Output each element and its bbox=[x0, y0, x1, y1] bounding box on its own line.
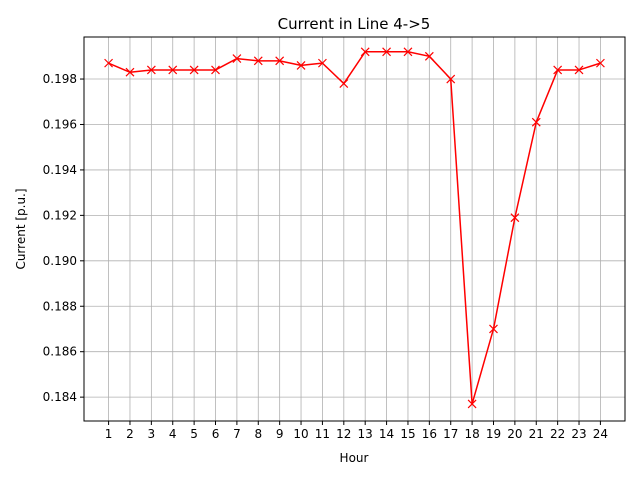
data-point-marker bbox=[125, 67, 135, 77]
x-tick-label: 13 bbox=[358, 427, 373, 441]
data-point-marker bbox=[275, 56, 285, 66]
x-tick-label: 8 bbox=[254, 427, 262, 441]
data-point-marker bbox=[403, 47, 413, 57]
y-tick-label: 0.184 bbox=[43, 390, 77, 404]
series-line bbox=[108, 51, 601, 405]
data-point-marker bbox=[382, 47, 391, 57]
y-tick-label: 0.188 bbox=[43, 299, 77, 313]
data-point-marker bbox=[595, 58, 605, 68]
y-axis: 0.184 0.186 0.188 0.190 0.192 0.194 0.196 0.198 bbox=[43, 72, 84, 404]
data-point-marker bbox=[553, 65, 563, 75]
y-tick-label: 0.198 bbox=[43, 72, 77, 86]
data-point-marker bbox=[424, 51, 434, 61]
x-tick-label: 15 bbox=[400, 427, 415, 441]
y-tick-label: 0.196 bbox=[43, 117, 77, 131]
x-tick-label: 16 bbox=[422, 427, 437, 441]
data-point-marker bbox=[467, 399, 477, 409]
x-tick-label: 12 bbox=[336, 427, 351, 441]
x-tick-label: 22 bbox=[550, 427, 565, 441]
data-point-marker bbox=[531, 117, 541, 127]
x-tick-label: 17 bbox=[443, 427, 458, 441]
y-tick-label: 0.190 bbox=[43, 254, 77, 268]
data-point-marker bbox=[189, 65, 199, 75]
chart-title: Current in Line 4->5 bbox=[278, 15, 431, 33]
data-point-marker bbox=[146, 65, 156, 75]
x-tick-label: 1 bbox=[105, 427, 113, 441]
y-tick-label: 0.186 bbox=[43, 345, 77, 359]
x-tick-label: 18 bbox=[464, 427, 479, 441]
data-point-marker bbox=[296, 60, 306, 70]
y-axis-label: Current [p.u.] bbox=[14, 188, 28, 269]
x-tick-label: 7 bbox=[233, 427, 241, 441]
data-point-marker bbox=[318, 58, 327, 68]
x-tick-label: 6 bbox=[212, 427, 220, 441]
data-point-marker bbox=[211, 65, 220, 75]
x-tick-label: 19 bbox=[486, 427, 501, 441]
data-point-marker bbox=[446, 74, 456, 84]
data-point-marker bbox=[232, 54, 242, 64]
x-tick-label: 14 bbox=[379, 427, 394, 441]
x-axis-label: Hour bbox=[340, 451, 369, 465]
plot-frame bbox=[83, 36, 626, 422]
data-point-marker bbox=[489, 324, 498, 334]
grid bbox=[84, 37, 625, 421]
x-tick-label: 9 bbox=[276, 427, 284, 441]
x-tick-label: 4 bbox=[169, 427, 177, 441]
y-tick-label: 0.194 bbox=[43, 163, 77, 177]
data-point-marker bbox=[339, 79, 349, 89]
data-point-marker bbox=[574, 65, 584, 75]
x-tick-label: 23 bbox=[571, 427, 586, 441]
data-point-marker bbox=[168, 65, 178, 75]
data-point-marker bbox=[104, 58, 114, 68]
x-tick-label: 3 bbox=[148, 427, 156, 441]
data-point-marker bbox=[253, 56, 263, 66]
x-tick-label: 21 bbox=[529, 427, 544, 441]
x-tick-label: 24 bbox=[593, 427, 608, 441]
data-point-marker bbox=[510, 213, 520, 223]
y-tick-label: 0.192 bbox=[43, 208, 77, 222]
x-tick-label: 5 bbox=[190, 427, 198, 441]
x-axis: 1 2 3 4 5 6 7 8 9 10 11 12 13 14 15 16 17 18 19 20 21 22 23 24 bbox=[105, 421, 608, 441]
x-tick-label: 10 bbox=[293, 427, 308, 441]
series-layer bbox=[104, 47, 605, 409]
data-point-marker bbox=[360, 47, 370, 57]
x-tick-label: 2 bbox=[126, 427, 134, 441]
x-tick-label: 20 bbox=[507, 427, 522, 441]
x-tick-label: 11 bbox=[315, 427, 330, 441]
